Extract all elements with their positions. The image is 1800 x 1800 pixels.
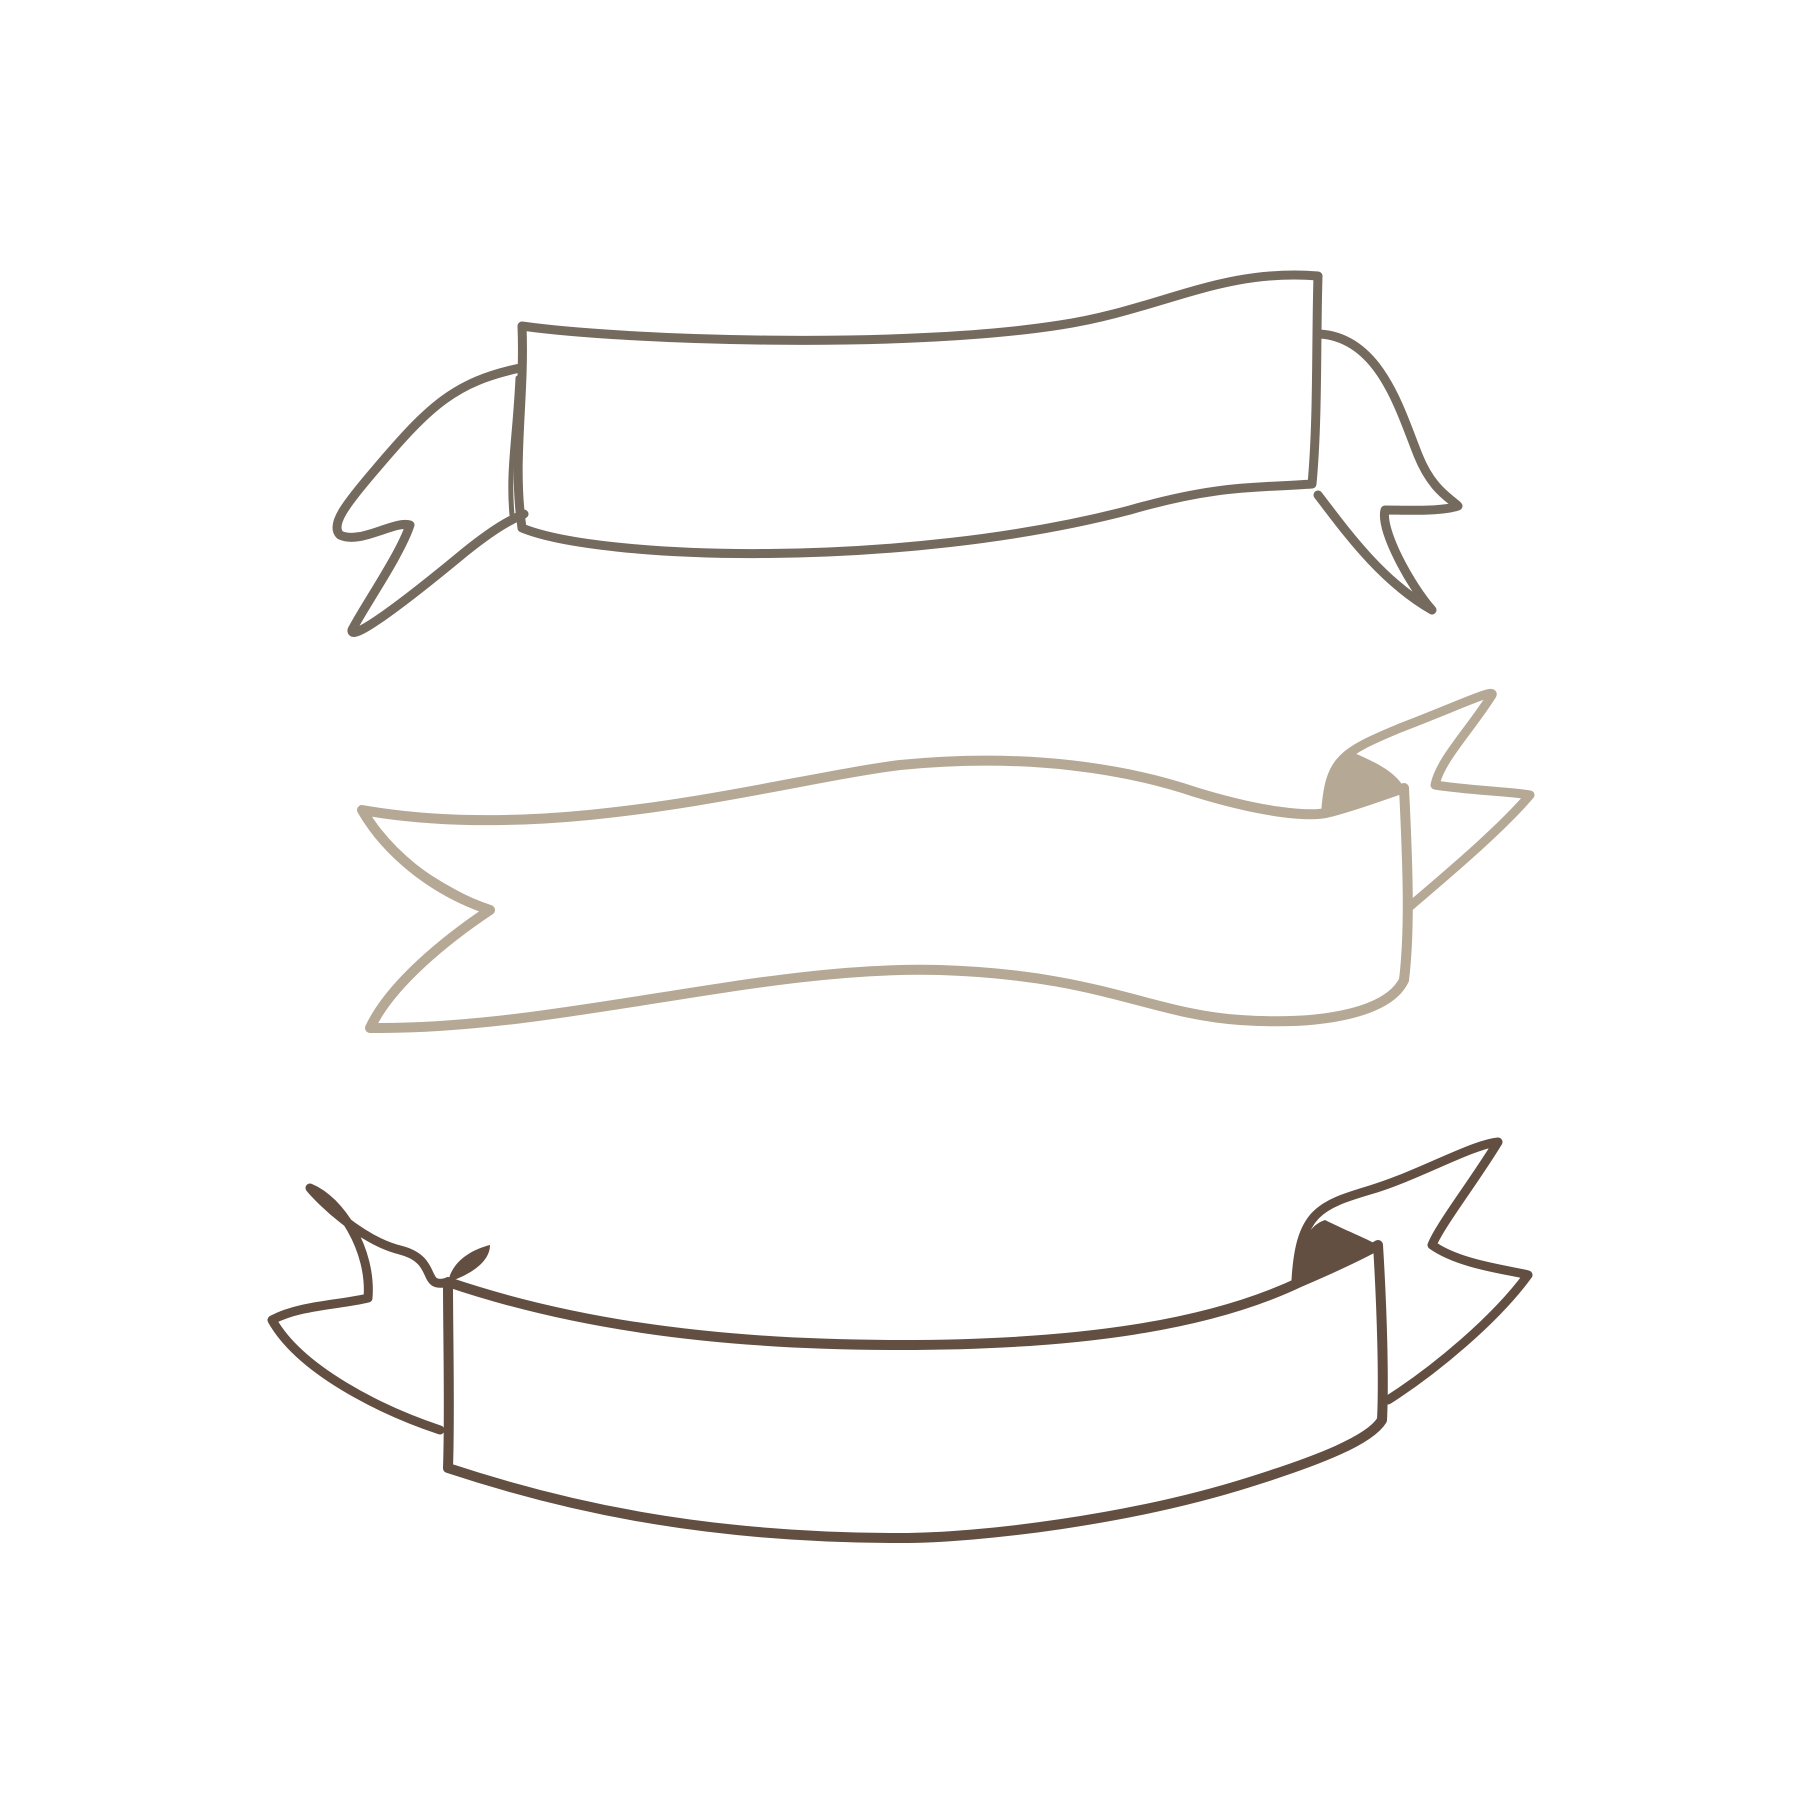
- ribbon-bottom-left-fold: [448, 1245, 490, 1282]
- ribbon-bottom-left-tail: [267, 1183, 453, 1435]
- ribbon-middle: [357, 688, 1535, 1034]
- ribbon-middle-right-tail: [1321, 688, 1535, 913]
- ribbon-top-band: [513, 270, 1323, 559]
- ribbon-top-left-tail: [332, 363, 529, 637]
- ribbon-top-right-tail: [1313, 329, 1463, 615]
- ribbon-middle-fold: [1326, 752, 1404, 808]
- ribbon-middle-left-tail: [358, 806, 494, 914]
- ribbon-middle-band: [357, 755, 1413, 1034]
- ribbon-bottom: [267, 1137, 1533, 1543]
- ribbon-bottom-right-tail: [1291, 1137, 1533, 1405]
- ribbon-bottom-band: [443, 1240, 1388, 1543]
- ribbon-bottom-fold: [1296, 1220, 1378, 1280]
- ribbon-top: [332, 270, 1463, 637]
